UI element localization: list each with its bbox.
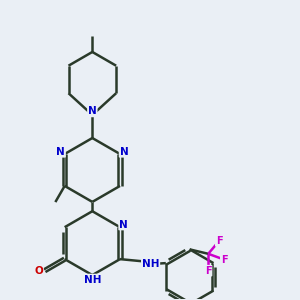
Text: N: N — [56, 147, 65, 157]
Text: N: N — [119, 220, 128, 230]
Text: F: F — [221, 255, 227, 265]
Text: F: F — [216, 236, 222, 246]
Text: N: N — [88, 106, 97, 116]
Text: F: F — [205, 266, 211, 276]
Text: NH: NH — [142, 259, 159, 269]
Text: NH: NH — [84, 274, 101, 284]
Text: O: O — [34, 266, 43, 276]
Text: N: N — [120, 147, 128, 157]
